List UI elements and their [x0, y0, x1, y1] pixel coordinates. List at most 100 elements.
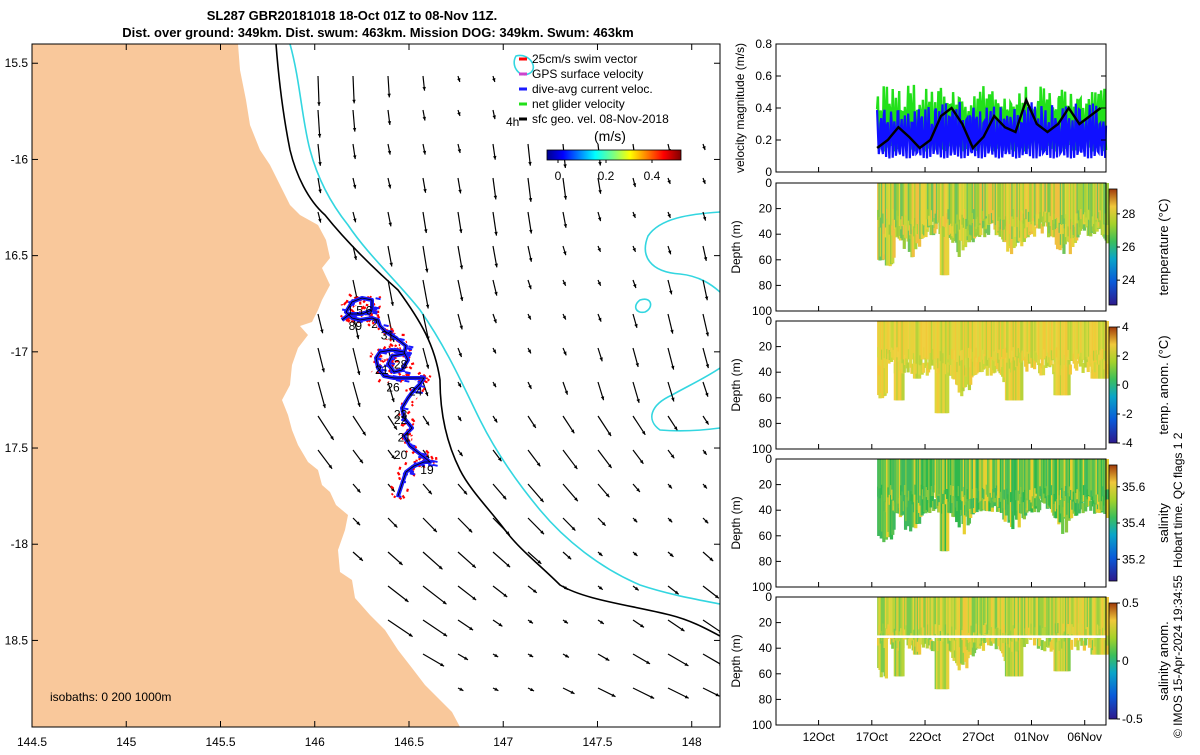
map-xtick-label: 145 [116, 735, 136, 749]
map-ytick-label: -18 [11, 537, 29, 551]
profile-ytick-label: 0 [765, 590, 772, 604]
profile-ytick-label: 80 [759, 416, 773, 430]
swim-vector [418, 373, 421, 375]
title-line-1: SL287 GBR20181018 18-Oct 01Z to 08-Nov 1… [207, 8, 497, 23]
profile-ytick-label: 20 [759, 202, 773, 216]
velocity-series [877, 85, 1106, 159]
profile-ylabel: Depth (m) [729, 634, 743, 687]
map-xtick-label: 146.5 [394, 735, 424, 749]
current-vector [433, 461, 438, 462]
swim-vector [399, 477, 400, 480]
colorbar-tick-label: 0 [1122, 378, 1129, 392]
current-vector [376, 358, 381, 359]
profile-ylabel: Depth (m) [729, 358, 743, 411]
profile-cast-layer [901, 638, 904, 648]
swim-vector [412, 405, 414, 406]
legend-item-label: dive-avg current veloc. [532, 82, 653, 96]
swim-vector [412, 424, 413, 425]
profile-cast-layer [1070, 640, 1073, 650]
swim-vector [407, 374, 410, 375]
current-vector [401, 481, 406, 482]
profile-ytick-label: 40 [759, 641, 773, 655]
legend-colorbar-label: 0.4 [644, 169, 661, 183]
legend-item-label: sfc geo. vel. 08-Nov-2018 [532, 112, 669, 126]
current-vector [404, 381, 409, 382]
colorbar-label: temp. anom. (°C) [1156, 335, 1171, 434]
colorbar-tick-label: 0.5 [1122, 596, 1139, 610]
current-vector [406, 354, 411, 355]
profile-cast-layer [1076, 640, 1079, 650]
swim-vector [347, 300, 348, 303]
current-vector [408, 346, 413, 347]
track-day-label: 19 [420, 463, 434, 477]
profile-gap [776, 635, 1106, 638]
velocity-panel: 00.20.40.60.8 velocity magnitude (m/s) [733, 37, 1106, 179]
map-xtick-label: 146 [305, 735, 325, 749]
profile-ylabel: Depth (m) [729, 220, 743, 273]
swim-vector [403, 495, 405, 498]
track-day-label: 20 [394, 448, 408, 462]
swim-vector [363, 301, 365, 303]
current-vector [400, 339, 405, 340]
map-xtick-label: 147 [493, 735, 513, 749]
velocity-ytick-label: 0.6 [755, 69, 772, 83]
legend-colorbar-label: 0 [555, 169, 562, 183]
swim-vector [428, 379, 429, 381]
colorbar-tick-label: 35.2 [1122, 552, 1146, 566]
colorbar-tick-label: -4 [1122, 436, 1133, 450]
time-axis-label: 01Nov [1014, 730, 1049, 744]
track-day-label: 5 [356, 304, 363, 318]
swim-vector [409, 367, 411, 369]
track-day-label: 21 [375, 363, 389, 377]
current-vector [407, 353, 412, 354]
profile-ytick-label: 20 [759, 616, 773, 630]
swim-vector [411, 363, 414, 364]
current-vector [410, 445, 415, 446]
time-axis-label: 27Oct [962, 730, 995, 744]
swim-vector [384, 347, 386, 350]
current-vector [376, 298, 381, 299]
colorbar-label: salinity [1156, 503, 1171, 543]
swim-vector [399, 467, 400, 470]
current-vector [393, 376, 398, 377]
map-ytick-label: 18.5 [5, 633, 29, 647]
colorbar-tick-label: -2 [1122, 407, 1133, 421]
swim-vector [354, 298, 355, 299]
swim-vector [379, 379, 381, 382]
swim-vector [395, 345, 397, 346]
copyright-note: © IMOS 15-Apr-2024 19:34:55 [1171, 575, 1185, 738]
legend-colorbar-label: 0.2 [598, 169, 615, 183]
current-vector [373, 311, 378, 312]
swim-vector [378, 316, 380, 317]
velocity-ytick-label: 0.2 [755, 133, 772, 147]
swim-vector [407, 489, 408, 492]
profile-ytick-label: 60 [759, 667, 773, 681]
swim-vector [394, 496, 396, 497]
velocity-ytick-label: 0.8 [755, 37, 772, 51]
title-line-2: Dist. over ground: 349km. Dist. swum: 46… [122, 25, 634, 40]
profile-ytick-label: 100 [752, 718, 772, 732]
legend-item-label: net glider velocity [532, 97, 625, 111]
profile-cast-layer [1069, 365, 1072, 375]
current-vector [409, 471, 414, 472]
current-vector [420, 376, 425, 377]
map-xtick-label: 145.5 [205, 735, 235, 749]
swim-vector [341, 315, 342, 317]
swim-vector [430, 375, 431, 377]
track-day-label: 2 [371, 317, 378, 331]
profile-ytick-label: 60 [759, 529, 773, 543]
current-vector [418, 457, 423, 458]
colorbar-tick-label: 2 [1122, 349, 1129, 363]
swim-vector [379, 296, 380, 298]
colorbar-tick-label: 26 [1122, 240, 1136, 254]
current-vector [412, 379, 417, 380]
current-vector [396, 496, 401, 497]
swim-vector [368, 324, 370, 326]
swim-vector [382, 360, 383, 361]
